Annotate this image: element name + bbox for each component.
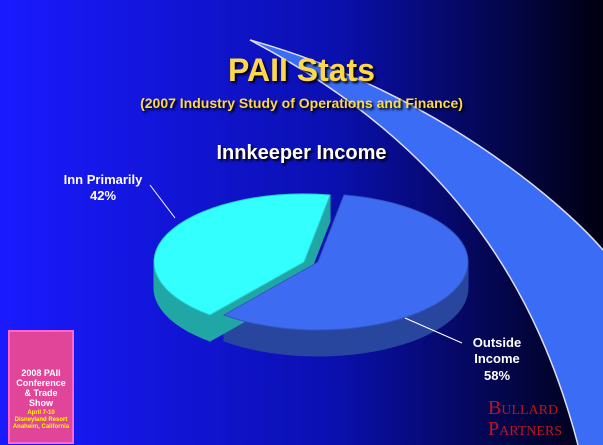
event-logo: 2008 PAII Conference & Trade Show April … xyxy=(8,330,74,444)
slice-label: Outside Income xyxy=(462,335,532,367)
slide: PAII Stats (2007 Industry Study of Opera… xyxy=(0,0,603,445)
event-details: April 7-10 Disneyland Resort Anaheim, Ca… xyxy=(12,410,70,431)
event-name: 2008 PAII Conference & Trade Show xyxy=(12,368,70,408)
chart-title: Innkeeper Income xyxy=(0,142,603,165)
slide-subtitle: (2007 Industry Study of Operations and F… xyxy=(0,95,603,111)
slice-label: Inn Primarily xyxy=(48,172,158,188)
slide-title: PAII Stats xyxy=(0,52,603,89)
value-label: 58% xyxy=(462,368,532,384)
company-logo: Bullard Partners xyxy=(488,398,598,440)
value-label: 42% xyxy=(48,188,158,204)
